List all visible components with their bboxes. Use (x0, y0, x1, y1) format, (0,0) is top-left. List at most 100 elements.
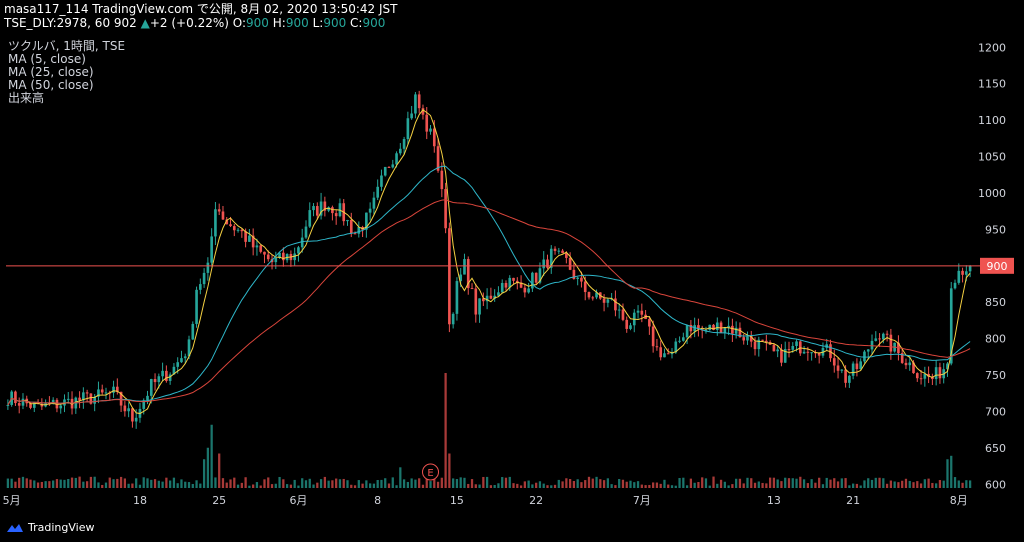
volume-bar (406, 481, 410, 488)
candle-body (844, 369, 847, 383)
volume-bar (59, 479, 62, 488)
chart-publish-header: masa117_114 TradingView.com で公開, 8月 02, … (4, 2, 397, 17)
candle-body (244, 231, 247, 242)
y-axis-tick-label: 700 (985, 406, 1006, 419)
volume-bar (93, 476, 96, 488)
candle-body (206, 262, 210, 273)
candle-body (89, 393, 93, 404)
volume-bar (312, 484, 315, 488)
candle-body (734, 327, 738, 334)
volume-bar (516, 483, 519, 488)
volume-bar (202, 459, 206, 488)
candle-body (576, 277, 579, 279)
candle-body (436, 146, 440, 171)
candle-body (663, 353, 666, 358)
volume-bar (108, 477, 111, 488)
volume-bar (255, 482, 259, 488)
volume-bar (893, 481, 896, 488)
volume-bar (82, 481, 85, 488)
candle-body (863, 351, 866, 362)
volume-bar (489, 485, 493, 488)
x-axis-tick-label: 8月 (950, 494, 968, 507)
volume-bar (429, 481, 432, 488)
candle-body (383, 166, 387, 176)
candle-body (365, 212, 368, 230)
volume-bar (908, 480, 911, 488)
candle-body (146, 395, 149, 401)
volume-bar (965, 480, 968, 488)
volume-bar (21, 476, 25, 488)
volume-bar (784, 477, 787, 488)
candle-body (282, 252, 285, 261)
volume-bar (29, 479, 32, 488)
volume-bar (44, 481, 47, 488)
candle-body (172, 366, 176, 375)
candle-body (319, 201, 323, 216)
candle-body (417, 94, 421, 109)
candle-body (640, 310, 644, 315)
volume-bar (369, 483, 372, 488)
volume-bar (829, 479, 832, 488)
volume-bar (101, 484, 104, 488)
tradingview-logo[interactable]: TradingView (6, 521, 94, 534)
volume-bar (825, 477, 828, 488)
volume-bar (25, 478, 28, 488)
candle-body (617, 309, 621, 311)
volume-bar (497, 483, 500, 488)
candle-body (489, 295, 493, 299)
y-axis-tick-label: 950 (985, 223, 1006, 236)
candle-body (938, 367, 942, 379)
candle-body (387, 166, 391, 168)
candle-body (855, 363, 859, 370)
volume-bar (957, 480, 960, 488)
volume-bar (618, 479, 621, 488)
y-axis-tick-label: 1050 (978, 151, 1006, 164)
volume-bar (750, 478, 753, 488)
volume-bar (165, 477, 168, 488)
candle-body (485, 295, 489, 302)
volume-bar (810, 479, 813, 488)
candle-body (840, 369, 844, 371)
symbol-ohlc-bar: TSE_DLY:2978, 60 902 ▲+2 (+0.22%) O:900 … (4, 16, 385, 31)
candle-body (523, 287, 527, 293)
volume-bar (738, 478, 742, 488)
volume-bar (70, 477, 74, 488)
volume-bar (968, 480, 972, 488)
volume-bar (519, 485, 523, 488)
volume-bar (259, 485, 262, 488)
candle-body (278, 252, 281, 258)
candle-body (780, 349, 783, 363)
candle-body (915, 373, 919, 379)
candle-body (323, 201, 327, 211)
volume-bar (221, 478, 225, 488)
volume-bar (425, 477, 428, 488)
volume-bar (470, 479, 474, 488)
volume-bar (572, 481, 576, 488)
volume-bar (655, 482, 659, 488)
candle-body (534, 272, 538, 283)
high-value: 900 (285, 16, 309, 30)
candle-body (568, 257, 572, 270)
y-axis-tick-label: 650 (985, 442, 1006, 455)
tradingview-logo-text: TradingView (28, 521, 95, 534)
candle-body (195, 289, 198, 324)
volume-bar (444, 373, 447, 488)
candle-body (934, 367, 938, 380)
volume-bar (912, 482, 915, 488)
volume-bar (731, 484, 734, 488)
candle-body (572, 269, 576, 279)
candle-body (78, 397, 81, 401)
candle-body (157, 376, 161, 383)
x-axis-tick-label: 8 (374, 494, 381, 507)
volume-bar (459, 477, 462, 488)
volume-bar (229, 479, 232, 488)
candle-body (776, 349, 779, 352)
candle-body (115, 386, 119, 392)
volume-bar (384, 478, 387, 488)
candle-body (693, 325, 696, 332)
volume-bar (708, 485, 711, 488)
candle-body (961, 270, 964, 275)
candle-body (783, 349, 787, 363)
volume-bar (391, 477, 394, 488)
